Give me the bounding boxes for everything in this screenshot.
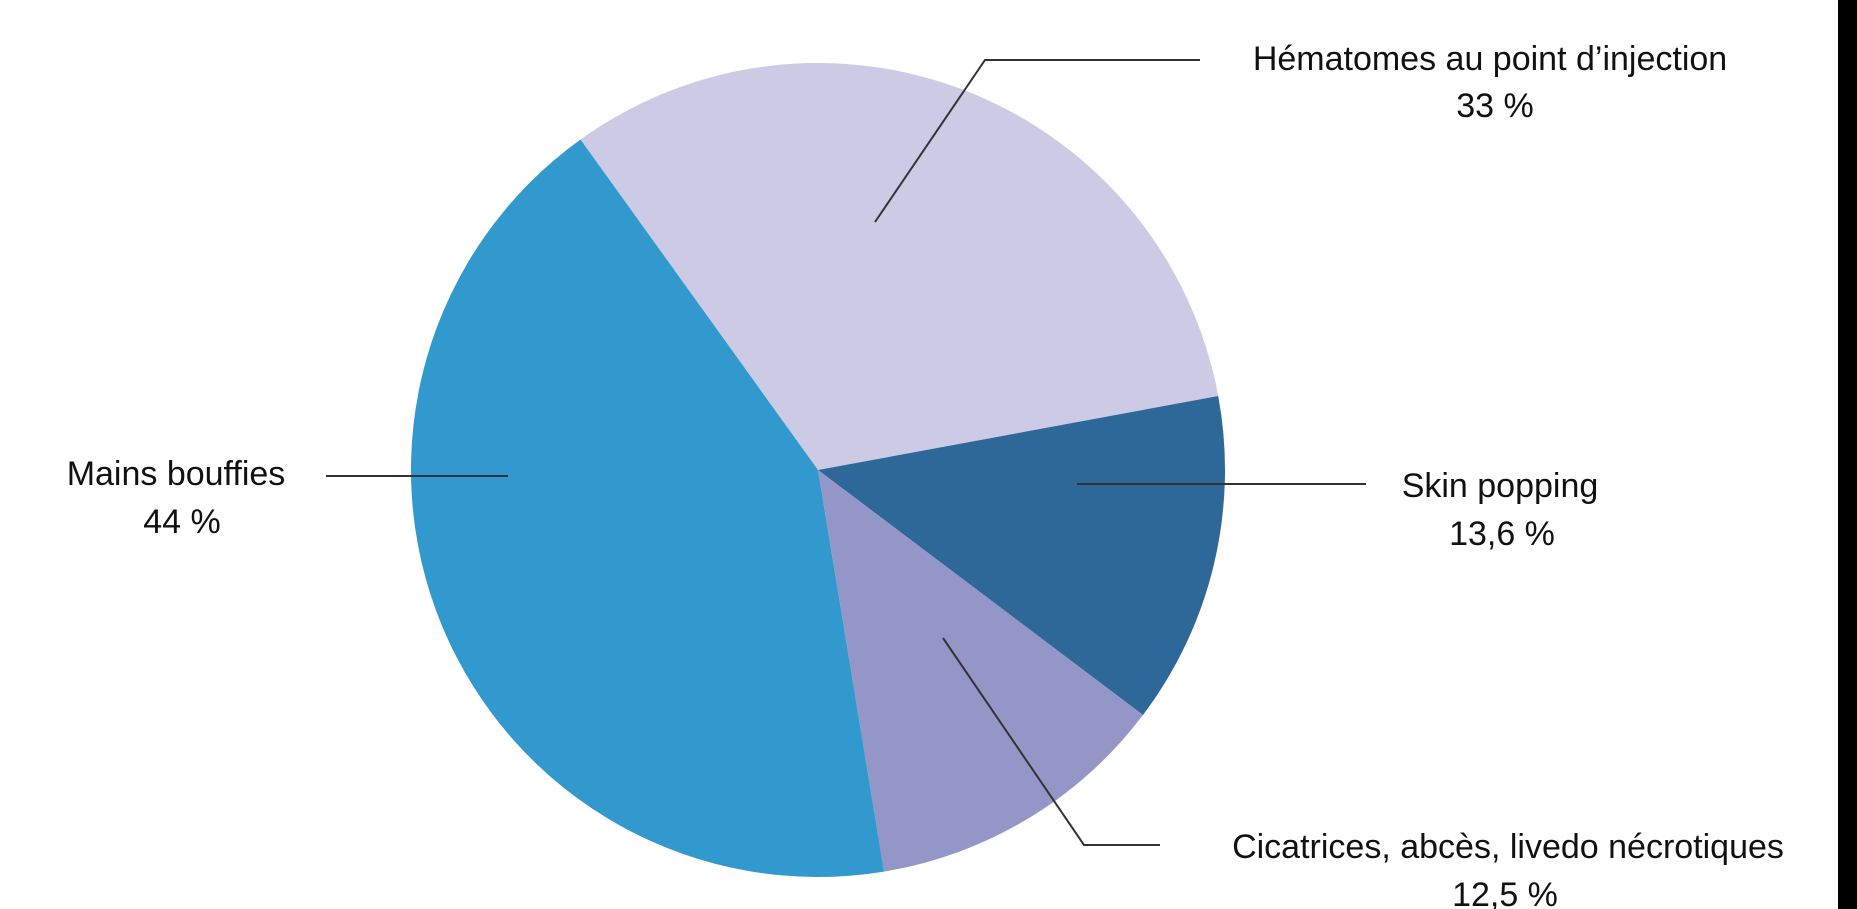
slice-label-cicatrices: Cicatrices, abcès, livedo nécrotiques: [1232, 828, 1784, 866]
slice-value-skin-popping: 13,6 %: [1449, 515, 1555, 553]
leader-lines: [326, 59, 1366, 846]
slice-label-skin-popping: Skin popping: [1402, 467, 1599, 505]
leader-line-cicatrices: [942, 637, 1160, 846]
slice-value-cicatrices: 12,5 %: [1452, 876, 1558, 909]
slice-value-mains-bouffies: 44 %: [143, 503, 221, 541]
pie-slices: [410, 63, 1225, 878]
pie-slice-hematomes: [580, 63, 1219, 471]
pie-slice-cicatrices: [818, 470, 1143, 872]
slice-value-hematomes: 33 %: [1456, 87, 1534, 125]
leader-line-hematomes: [874, 59, 1200, 223]
slice-label-hematomes: Hématomes au point d’injection: [1253, 40, 1727, 78]
pie-slice-skin-popping: [818, 396, 1225, 716]
pie-slice-mains-bouffies: [410, 139, 885, 878]
slice-label-mains-bouffies: Mains bouffies: [67, 455, 286, 493]
slice-labels: Hématomes au point d’injection 33 % Skin…: [67, 40, 1784, 909]
